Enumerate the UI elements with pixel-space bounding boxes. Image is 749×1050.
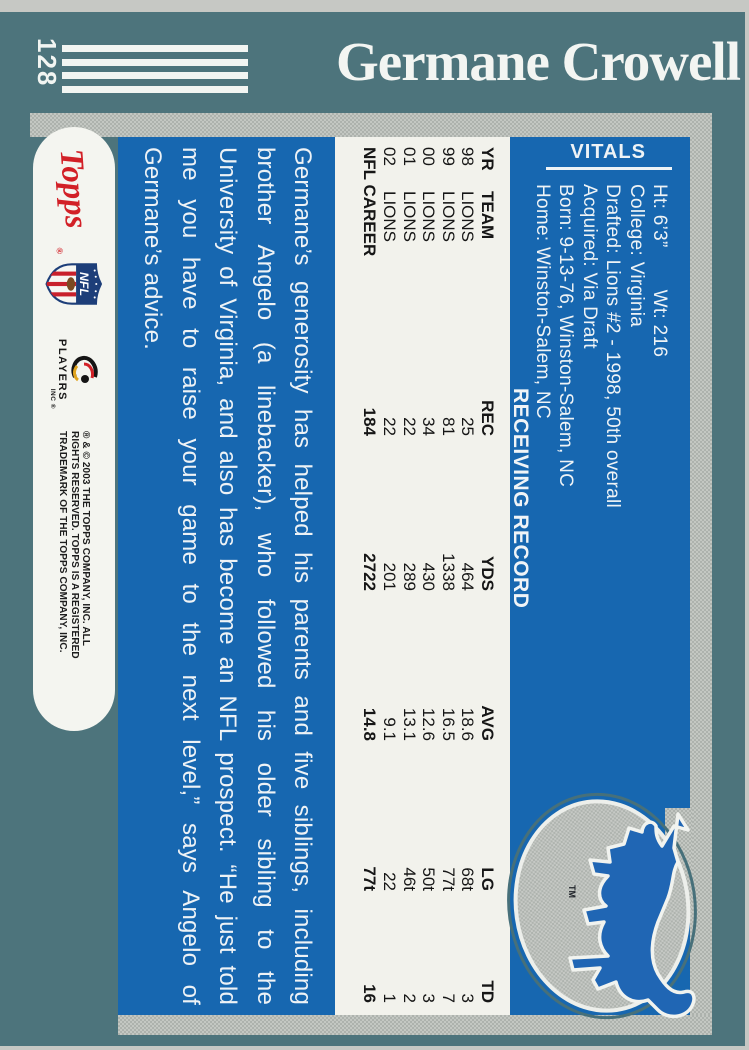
vitals-line: Born: 9-13-76, Winston-Salem, NC [555,184,577,488]
card-number: 128 [32,38,62,88]
col-header-avg: AVG [478,705,497,741]
height-value: Ht: 6’3” [649,184,670,248]
stat-cell: 22 [380,417,400,436]
frame-top-band [30,113,712,137]
stat-cell: 25 [458,417,478,436]
col-header-rec: REC [478,400,497,436]
col-header-td: TD [478,980,497,1003]
stat-cell: LIONS [419,191,439,243]
col-header-yds: YDS [478,556,497,591]
bio-line: Germane’s advice. [139,147,167,351]
topps-logo: Topps ® [52,147,96,255]
players-inc-figure-icon [71,355,98,383]
col-header-yr: YR [478,147,497,171]
copyright-line: RIGHTS RESERVED. TOPPS IS A REGISTERED [68,431,80,659]
header-stripes [62,45,248,99]
stat-cell: LIONS [438,191,458,243]
stat-cell: 430 [419,562,439,591]
stat-cell: 3 [458,993,478,1003]
career-cell: 184 [360,407,380,436]
stat-cell: 464 [458,562,478,591]
players-inc-label: INC ® [49,389,56,409]
stat-cell: 77t [438,867,458,891]
players-inc-logo: PLAYERS INC ® [49,327,99,413]
weight-value: Wt: 216 [649,289,670,358]
stat-cell: 2 [399,993,419,1003]
copyright-line: TRADEMARK OF THE TOPPS COMPANY, INC. [57,431,69,653]
stat-cell: 1338 [438,553,458,591]
stat-cell: 201 [380,562,400,591]
career-cell: 2722 [360,553,380,591]
stat-cell: 3 [419,993,439,1003]
stat-cell: 50t [419,867,439,891]
stat-cell: LIONS [399,191,419,243]
stats-table: YR TEAM REC YDS AVG LG TD 98 LIONS 25 46… [360,137,510,1015]
frame-right-band [690,113,712,1035]
career-cell: 16 [360,984,380,1003]
copyright-line: ® & © 2003 THE TOPPS COMPANY, INC. ALL [80,431,92,647]
stat-cell: 18.6 [458,707,478,741]
stat-cell: 16.5 [438,707,458,741]
team-logo-cluster: TM [505,788,712,1022]
col-header-team: TEAM [478,191,497,240]
stat-cell: 13.1 [399,707,419,741]
vitals-header-wrap: VITALS [544,137,672,167]
stripe [62,72,248,79]
bio-line: me you have to raise your game to the ne… [176,147,204,1005]
copyright-text: ® & © 2003 THE TOPPS COMPANY, INC. ALL R… [57,431,92,659]
players-label: PLAYERS [56,338,68,402]
vitals-lines: Ht: 6’3” Wt: 216 College: Virginia Drafte… [528,184,690,508]
lions-leaping-lion-icon [568,812,696,1019]
stripe [62,85,248,93]
vitals-line: College: Virginia [625,184,647,328]
stat-cell: 46t [399,867,419,891]
topps-logo-text: Topps [53,147,95,230]
registered-mark: ® [49,403,56,409]
nfl-shield-icon: NFL [45,261,103,307]
stat-cell: 289 [399,562,419,591]
stat-cell: 22 [399,417,419,436]
footer-logo-bar: Topps ® NFL [33,127,115,731]
stat-cell: 1 [380,993,400,1003]
stat-cell: 68t [458,867,478,891]
col-header-lg: LG [478,867,497,891]
stats-table-band: YR TEAM REC YDS AVG LG TD 98 LIONS 25 46… [335,137,510,1015]
stat-cell: 9.1 [380,717,400,741]
frame-bottom-band [118,1015,712,1035]
stripe [62,58,248,66]
stat-cell: 99 [438,147,458,166]
stat-cell: 7 [438,993,458,1003]
nfl-shield-label: NFL [77,272,91,296]
registered-mark: ® [54,247,66,255]
stat-cell: 98 [458,147,478,166]
career-cell: 77t [360,866,380,891]
player-name-title: Germane Crowell [336,31,741,92]
career-row-label: NFL CAREER [360,147,380,257]
bio-line: brother Angelo (a linebacker), who follo… [251,147,279,1005]
stat-cell: 81 [438,417,458,436]
stat-cell: LIONS [458,191,478,243]
bio-line: Germane’s generosity has helped his pare… [289,147,316,1005]
vitals-line-ht-wt: Ht: 6’3” Wt: 216 [648,184,671,508]
vitals-line: Acquired: Via Draft [578,184,600,349]
vitals-line: Drafted: Lions #2 - 1998, 50th overall [602,184,624,509]
vitals-section: VITALS Ht: 6’3” Wt: 216 College: Virginia… [528,137,690,600]
stat-cell: 02 [380,147,400,166]
vitals-divider [546,167,672,170]
vitals-line: Home: Winston-Salem, NC [531,184,553,419]
bio-line: University of Virginia, and also has bec… [214,147,242,1005]
stripe [62,45,248,52]
stat-cell: 22 [380,872,400,891]
vitals-header: VITALS [570,140,646,163]
bio-paragraph: Germane’s generosity has helped his pare… [139,137,335,1015]
inc-text: INC [49,388,56,402]
stat-cell: 12.6 [419,707,439,741]
stat-cell: 01 [399,147,419,166]
stat-cell: 34 [419,417,439,436]
stat-cell: LIONS [380,191,400,243]
career-cell: 14.8 [360,707,380,741]
trademark-label: TM [567,885,577,898]
stat-cell: 00 [419,147,439,166]
